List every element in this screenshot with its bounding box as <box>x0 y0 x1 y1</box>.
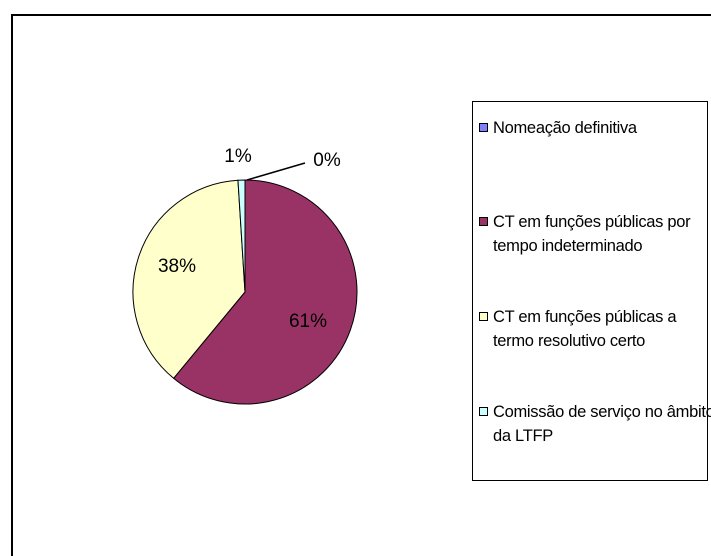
legend-label: CT em funções públicas a termo resolutiv… <box>493 308 677 350</box>
legend: Nomeação definitiva CT em funções pública… <box>472 101 711 481</box>
data-label: 1% <box>224 146 252 167</box>
legend-entry: CT em funções públicas a termo resolutiv… <box>479 305 711 353</box>
legend-swatch <box>479 312 488 321</box>
legend-label: CT em funções públicas por tempo indeter… <box>493 213 691 255</box>
pie-slice <box>132 179 246 380</box>
legend-label: Nomeação definitiva <box>493 119 637 137</box>
legend-swatch <box>479 123 488 132</box>
legend-swatch <box>479 407 488 416</box>
data-label: 61% <box>289 311 327 332</box>
data-label: 38% <box>158 256 196 277</box>
pie-slice <box>172 179 358 405</box>
pie-slice <box>237 179 246 293</box>
legend-entry: Nomeação definitiva <box>479 116 711 140</box>
chart-border <box>11 14 711 556</box>
pie: 0% 61% 38% 1% <box>132 146 358 405</box>
legend-entry: CT em funções públicas por tempo indeter… <box>479 210 711 258</box>
data-label: 0% <box>313 150 341 171</box>
leader-line <box>246 162 306 181</box>
legend-swatch <box>479 217 488 226</box>
legend-label: Comissão de serviço no âmbito da LTFP <box>493 403 711 445</box>
legend-entry: Comissão de serviço no âmbito da LTFP <box>479 400 711 448</box>
